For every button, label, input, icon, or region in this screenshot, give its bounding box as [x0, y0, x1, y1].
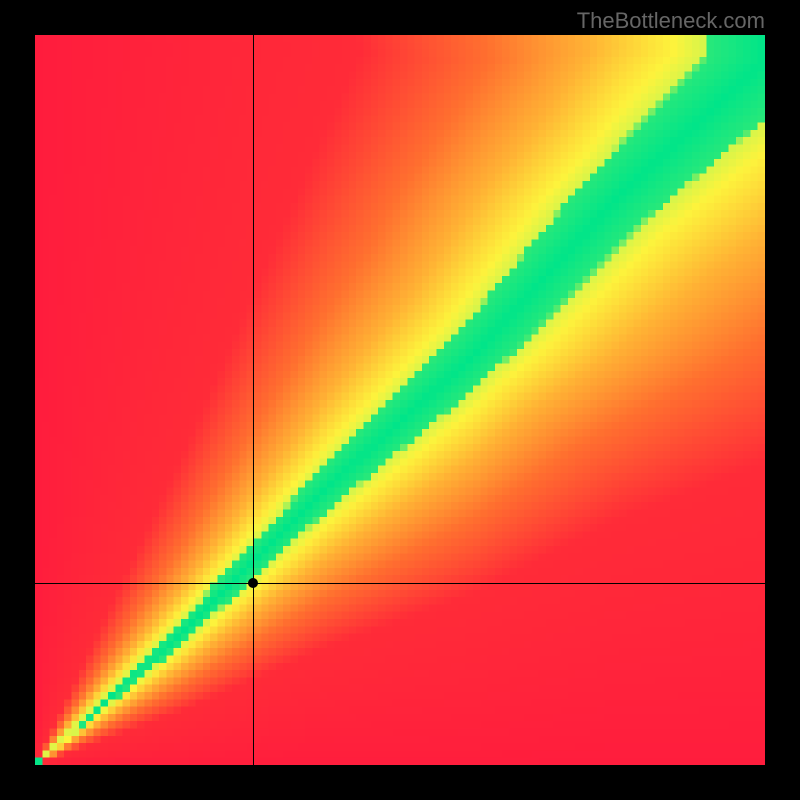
crosshair-vertical — [253, 35, 254, 765]
crosshair-horizontal — [35, 583, 765, 584]
bottleneck-heatmap — [35, 35, 765, 765]
watermark: TheBottleneck.com — [577, 8, 765, 34]
data-point-marker — [248, 578, 258, 588]
heatmap-canvas — [35, 35, 765, 765]
